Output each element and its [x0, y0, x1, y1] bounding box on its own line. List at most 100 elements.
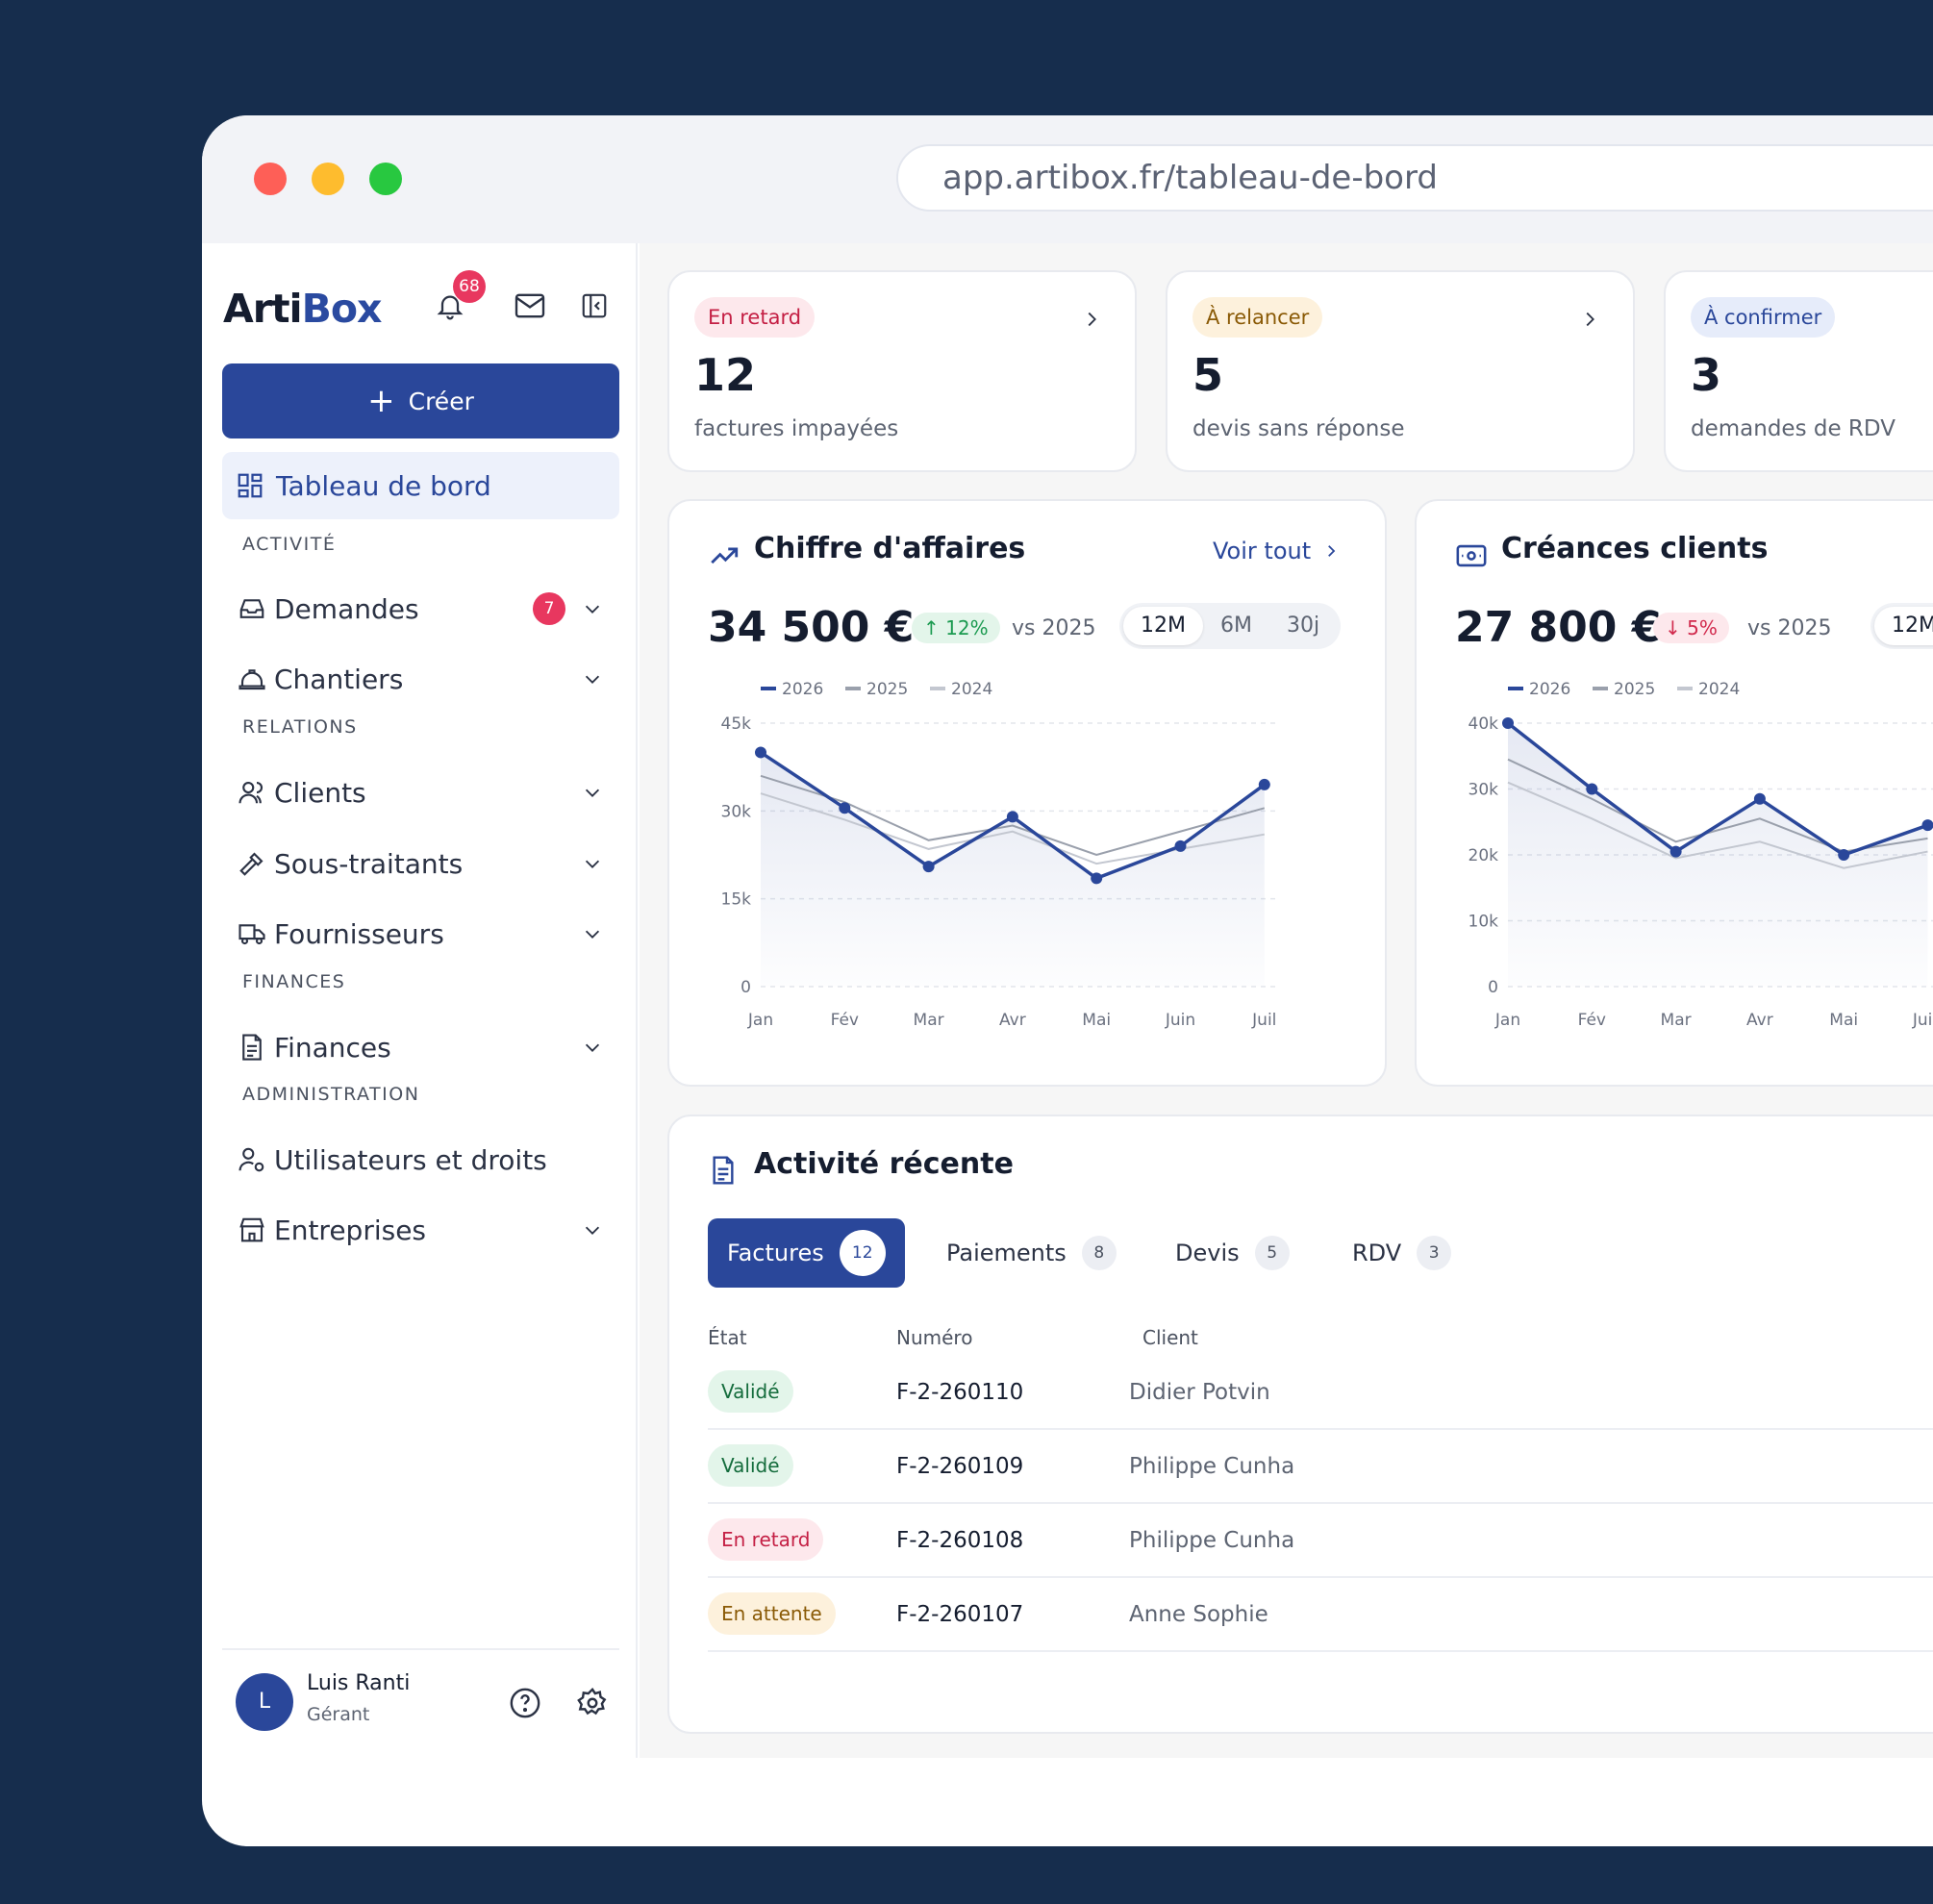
logo[interactable]: ArtiBox: [223, 286, 382, 332]
nav-item-fournisseurs[interactable]: Fournisseurs: [236, 910, 611, 958]
collapse-sidebar-button[interactable]: [577, 288, 612, 323]
y-tick-label: 30k: [721, 802, 752, 821]
nav-item-sous-traitants[interactable]: Sous-traitants: [236, 839, 611, 888]
data-point: [1838, 849, 1850, 861]
data-point: [1174, 839, 1187, 852]
nav-item-finances[interactable]: Finances: [236, 1023, 611, 1071]
invoice-number: F-2-260108: [896, 1528, 1024, 1553]
legend-label: 2026: [782, 680, 823, 699]
alert-label: factures impayées: [694, 416, 899, 441]
maximize-window-button[interactable]: [369, 163, 402, 195]
close-window-button[interactable]: [254, 163, 287, 195]
series-line-2024: [1507, 781, 1928, 869]
status-badge: En retard: [708, 1518, 824, 1561]
card-title: Activité récente: [754, 1147, 1014, 1181]
x-tick-label: Jan: [747, 1011, 773, 1030]
column-header-client[interactable]: Client: [1142, 1326, 1198, 1349]
legend-label: 2026: [1529, 680, 1570, 699]
notifications-button[interactable]: [431, 282, 469, 330]
nav-item-clients[interactable]: Clients: [236, 768, 611, 816]
invoice-number: F-2-260110: [896, 1380, 1024, 1405]
y-tick-label: 0: [741, 978, 751, 997]
chevron-right-icon: [1328, 545, 1336, 557]
range-option[interactable]: 12M: [1874, 607, 1933, 645]
status-badge: En retard: [694, 297, 816, 338]
table-row[interactable]: Validé F-2-260110 Didier Potvin: [708, 1357, 1933, 1430]
hammer-icon: [239, 852, 264, 876]
table-row[interactable]: En attente F-2-260107 Anne Sophie: [708, 1579, 1933, 1652]
recent-activity-card: Activité récente Factures 12 Paiements 8 D…: [667, 1115, 1933, 1734]
status-badge: À relancer: [1192, 297, 1323, 338]
data-point: [839, 802, 851, 814]
tab-factures[interactable]: Factures 12: [708, 1218, 905, 1288]
settings-button[interactable]: [574, 1685, 611, 1721]
data-point: [755, 746, 766, 759]
x-tick-label: Mai: [1829, 1011, 1858, 1030]
tab-rdv[interactable]: RDV 3: [1352, 1218, 1452, 1288]
x-tick-label: Fév: [1578, 1011, 1606, 1030]
nav-item-dashboard[interactable]: Tableau de bord: [222, 452, 619, 519]
nav-item-utilisateurs[interactable]: Utilisateurs et droits: [236, 1136, 611, 1184]
chevron-down-icon: [585, 930, 600, 939]
help-button[interactable]: [507, 1685, 543, 1721]
nav-item-chantiers[interactable]: Chantiers: [236, 655, 611, 703]
document-icon: [713, 1156, 734, 1185]
client-name: Didier Potvin: [1129, 1380, 1270, 1405]
range-option[interactable]: 30j: [1286, 614, 1320, 638]
y-tick-label: 20k: [1469, 846, 1499, 865]
table-row[interactable]: Validé F-2-260109 Philippe Cunha: [708, 1431, 1933, 1504]
store-icon: [239, 1217, 264, 1242]
browser-window: app.artibox.fr/tableau-de-bord ArtiBox 6…: [202, 115, 1933, 1846]
alert-card-appointments[interactable]: À confirmer 3 demandes de RDV: [1664, 270, 1933, 472]
address-bar[interactable]: app.artibox.fr/tableau-de-bord: [896, 144, 1933, 212]
legend-label: 2024: [951, 680, 992, 699]
y-tick-label: 45k: [721, 714, 752, 734]
notifications-count-badge: 68: [453, 270, 486, 303]
status-badge: Validé: [708, 1370, 793, 1413]
range-selector[interactable]: 12M 6M 30j: [1119, 603, 1342, 649]
x-tick-label: Avr: [1746, 1011, 1773, 1030]
card-title: Chiffre d'affaires: [754, 532, 1026, 565]
hard-hat-icon: [238, 669, 265, 690]
inbox-icon: [239, 599, 264, 618]
user-profile[interactable]: L Luis Ranti Gérant: [222, 1648, 619, 1754]
x-tick-label: Mar: [914, 1011, 944, 1030]
data-point: [1502, 717, 1514, 729]
section-administration: ADMINISTRATION: [242, 1084, 420, 1105]
range-selector[interactable]: 12M: [1870, 603, 1933, 649]
trending-up-icon: [711, 547, 739, 564]
series-line-2026: [1506, 721, 1929, 857]
cash-icon: [1456, 544, 1487, 567]
alert-card-late-invoices[interactable]: En retard 12 factures impayées: [667, 270, 1137, 472]
column-header-state[interactable]: État: [708, 1326, 747, 1349]
alert-label: demandes de RDV: [1691, 416, 1895, 441]
tab-devis[interactable]: Devis 5: [1175, 1218, 1290, 1288]
truck-icon: [238, 924, 265, 945]
see-all-link[interactable]: Voir tout: [1213, 538, 1340, 564]
alert-label: devis sans réponse: [1192, 416, 1405, 441]
y-tick-label: 40k: [1469, 714, 1499, 734]
alert-card-quotes-followup[interactable]: À relancer 5 devis sans réponse: [1166, 270, 1635, 472]
data-point: [1669, 845, 1682, 858]
user-name: Luis Ranti: [307, 1671, 411, 1695]
messages-button[interactable]: [512, 288, 548, 323]
tab-paiements[interactable]: Paiements 8: [946, 1218, 1117, 1288]
data-point: [922, 861, 935, 873]
nav-item-demandes[interactable]: Demandes 7: [236, 585, 611, 633]
data-point: [1091, 872, 1103, 885]
nav-item-entreprises[interactable]: Entreprises: [236, 1206, 611, 1254]
series-line-2025: [760, 774, 1266, 857]
status-badge: Validé: [708, 1444, 793, 1487]
y-tick-label: 0: [1488, 978, 1498, 997]
invoice-number: F-2-260107: [896, 1602, 1024, 1627]
gear-icon: [577, 1687, 607, 1716]
chevron-down-icon: [585, 675, 600, 684]
minimize-window-button[interactable]: [312, 163, 344, 195]
column-header-number[interactable]: Numéro: [896, 1326, 973, 1349]
document-icon: [242, 1034, 262, 1061]
avatar: L: [236, 1673, 293, 1731]
range-option[interactable]: 6M: [1219, 614, 1252, 638]
table-row[interactable]: En retard F-2-260108 Philippe Cunha: [708, 1505, 1933, 1578]
create-button[interactable]: + Créer: [222, 363, 619, 438]
range-option[interactable]: 12M: [1123, 607, 1203, 645]
